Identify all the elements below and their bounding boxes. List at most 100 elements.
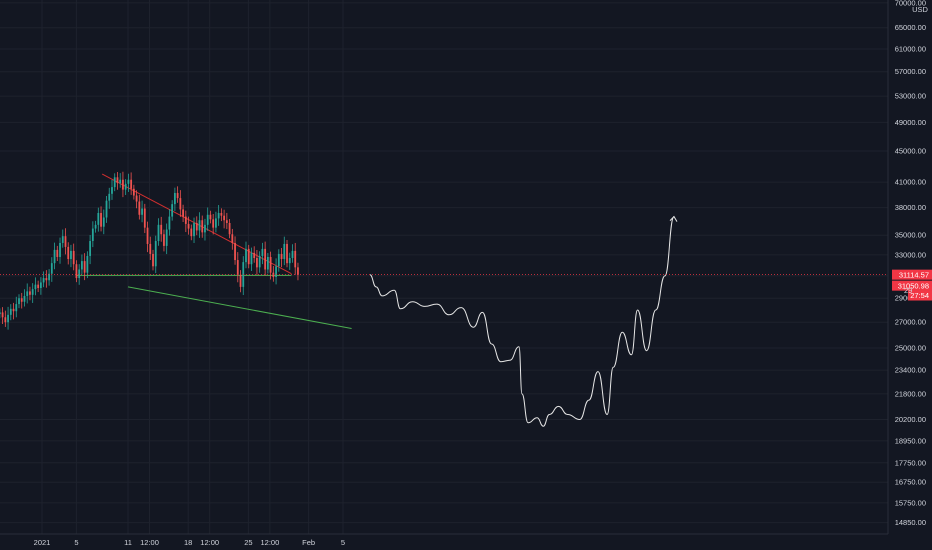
- candle-body: [102, 217, 105, 227]
- candle-body: [81, 261, 83, 270]
- time-tick-label: 18: [184, 538, 192, 547]
- candle-body: [23, 295, 26, 302]
- price-tick-label: 25000.00: [895, 344, 926, 353]
- candle-body: [86, 255, 89, 273]
- price-tick-label: 14850.00: [895, 518, 926, 527]
- price-tag-label: 27:54: [910, 291, 929, 300]
- candle-body: [258, 255, 261, 268]
- price-tag-label: 31114.57: [899, 270, 929, 279]
- candle-body: [4, 317, 7, 323]
- candle-body: [7, 314, 9, 323]
- candle-body: [1, 312, 4, 318]
- candle-body: [163, 234, 165, 246]
- time-tick-label: 25: [244, 538, 252, 547]
- price-tag: [892, 280, 932, 291]
- price-tick-label: 20200.00: [895, 415, 926, 424]
- time-tick-label: 5: [341, 538, 345, 547]
- candle-body: [48, 273, 50, 281]
- price-tick-label: 18950.00: [895, 436, 926, 445]
- candle-body: [141, 208, 143, 215]
- candle-body: [116, 177, 119, 183]
- candle-body: [204, 224, 206, 233]
- price-tick-label: 65000.00: [895, 23, 926, 32]
- candle-body: [157, 224, 160, 242]
- time-tick-label: 5: [74, 538, 78, 547]
- time-tick-label: 12:00: [261, 538, 280, 547]
- candle-body: [217, 212, 220, 219]
- candle-body: [291, 250, 294, 258]
- candle-body: [283, 243, 286, 260]
- candle-body: [266, 256, 269, 270]
- time-tick-label: 12:00: [140, 538, 159, 547]
- candle-body: [152, 253, 154, 267]
- candle-body: [146, 227, 149, 244]
- candle-body: [245, 248, 247, 263]
- price-tick-label: 38000.00: [895, 203, 926, 212]
- price-tick-label: 16750.00: [895, 478, 926, 487]
- candle-body: [195, 222, 198, 231]
- candle-body: [236, 260, 239, 275]
- candle-body: [138, 201, 141, 215]
- price-tick-label: 27000.00: [895, 318, 926, 327]
- candle-body: [75, 264, 78, 279]
- candle-body: [31, 289, 34, 295]
- price-tag: [892, 269, 932, 280]
- candle-body: [288, 257, 291, 264]
- candle-body: [165, 229, 168, 246]
- candle-body: [94, 224, 97, 229]
- candle-body: [179, 198, 182, 210]
- time-axis-labels: 2021 5 11 12:00 18 12:00 25 12:00 Feb 5: [34, 538, 345, 547]
- price-tick-label: 17750.00: [895, 458, 926, 467]
- price-tick-label: 15750.00: [895, 498, 926, 507]
- candles: [0, 171, 299, 330]
- candle-body: [234, 242, 236, 261]
- candle-body: [9, 308, 12, 315]
- candle-body: [277, 253, 280, 267]
- candle-body: [72, 250, 75, 265]
- time-tick-label: 2021: [34, 538, 51, 547]
- candle-body: [59, 242, 61, 257]
- candle-body: [124, 183, 127, 190]
- time-tick-label: 11: [124, 538, 132, 547]
- candle-body: [182, 209, 184, 217]
- candle-body: [239, 274, 242, 287]
- candle-body: [193, 222, 195, 237]
- price-tick-label: 70000.00: [895, 0, 926, 7]
- candle-body: [56, 249, 59, 257]
- price-tick-label: 61000.00: [895, 45, 926, 54]
- candle-body: [39, 282, 42, 289]
- candle-body: [67, 246, 70, 260]
- candle-body: [176, 192, 179, 199]
- price-tick-label: 57000.00: [895, 67, 926, 76]
- candle-body: [132, 188, 135, 196]
- candle-body: [89, 241, 92, 256]
- candle-body: [187, 223, 190, 229]
- candle-body: [64, 236, 67, 247]
- candle-body: [215, 218, 217, 228]
- candle-body: [247, 248, 250, 265]
- candle-body: [50, 263, 53, 274]
- candle-body: [26, 291, 29, 296]
- candle-body: [122, 179, 124, 190]
- candle-body: [111, 187, 113, 194]
- candle-body: [135, 195, 138, 202]
- candle-body: [119, 179, 122, 183]
- candle-body: [130, 179, 133, 189]
- candle-body: [42, 278, 45, 283]
- time-tick-label: Feb: [302, 538, 315, 547]
- candle-body: [78, 269, 81, 279]
- time-tick-label: 12:00: [200, 538, 219, 547]
- candle-body: [256, 257, 258, 268]
- candle-body: [70, 250, 72, 260]
- candle-body: [143, 208, 146, 228]
- currency-label: USD: [912, 5, 928, 14]
- candle-body: [12, 308, 15, 312]
- candle-body: [209, 214, 212, 220]
- candle-body: [280, 253, 283, 260]
- price-tick-label: 41000.00: [895, 178, 926, 187]
- candle-body: [113, 177, 116, 188]
- candle-body: [206, 214, 209, 225]
- price-tick-label: 45000.00: [895, 146, 926, 155]
